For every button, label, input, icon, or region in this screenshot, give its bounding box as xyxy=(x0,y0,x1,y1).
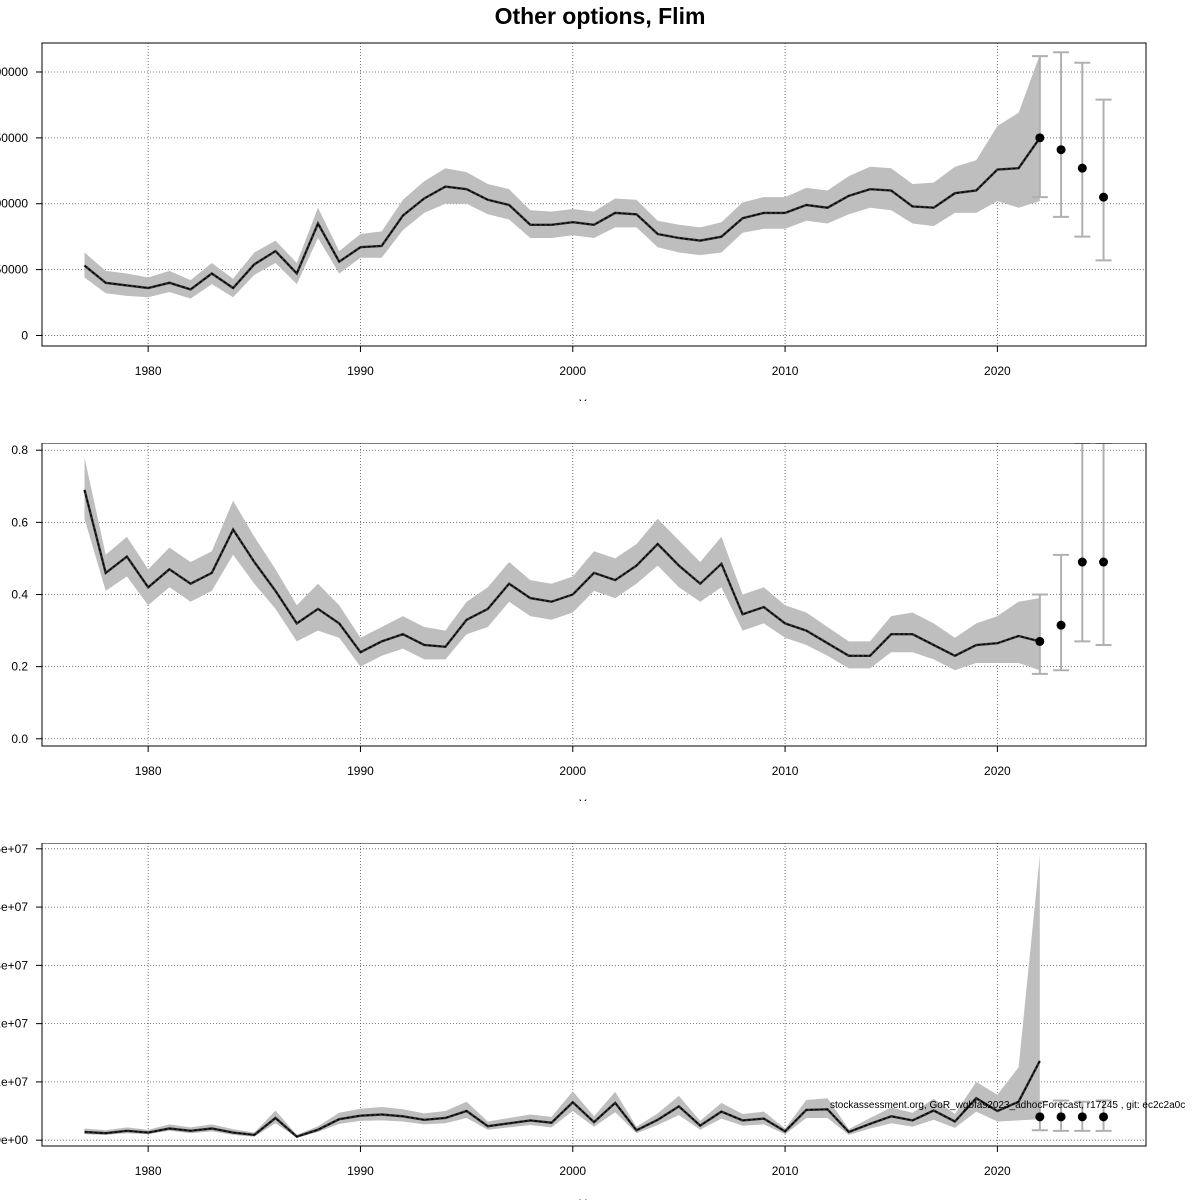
y-tick-label: 2e+07 xyxy=(0,1017,28,1031)
x-tick-label: 1990 xyxy=(347,764,374,778)
estimate-line-dashed xyxy=(84,1060,1041,1138)
forecast-2024 xyxy=(1074,61,1091,238)
x-tick-label: 1990 xyxy=(347,364,374,378)
forecast-point xyxy=(1056,1112,1066,1122)
forecast-2024 xyxy=(1074,442,1091,643)
y-tick-label: 50000 xyxy=(0,263,28,277)
forecast-point xyxy=(1099,557,1109,567)
x-tick-label: 1990 xyxy=(347,1164,374,1178)
x-tick-label: 2000 xyxy=(559,764,586,778)
x-axis-label: Years xyxy=(579,1197,609,1200)
panel-gap xyxy=(0,401,1200,443)
y-tick-label: 3e+07 xyxy=(0,958,28,972)
chart-title: Other options, Flim xyxy=(495,3,706,29)
forecast-2025 xyxy=(1095,98,1112,262)
x-tick-label: 2010 xyxy=(772,364,799,378)
estimate-line xyxy=(84,1060,1041,1139)
forecast-point xyxy=(1035,133,1045,143)
panel-gap xyxy=(0,801,1200,843)
x-tick-label: 2010 xyxy=(772,764,799,778)
forecast-2022 xyxy=(1031,55,1048,199)
estimate-line-dashed xyxy=(83,489,1040,657)
footer-credit: stockassessment.org, GoR_wgbfas2023_adho… xyxy=(830,1100,1185,1111)
forecast-2024 xyxy=(1074,1100,1091,1132)
y-tick-label: 0.4 xyxy=(11,588,28,602)
x-tick-label: 2020 xyxy=(984,364,1011,378)
x-tick-label: 2020 xyxy=(984,1164,1011,1178)
x-tick-label: 2000 xyxy=(559,364,586,378)
panel-3: 1980 1990 2000 2010 2020 0e+00 1e+07 2e+07 3e+07… xyxy=(0,842,1147,1200)
y-tick-label: 4e+07 xyxy=(0,900,28,914)
x-tick-label: 1980 xyxy=(135,764,162,778)
forecast-point xyxy=(1077,163,1087,173)
x-tick-label: 2010 xyxy=(772,1164,799,1178)
confidence-band xyxy=(84,855,1040,1138)
grid xyxy=(42,43,1146,346)
forecast-2025 xyxy=(1095,1099,1112,1132)
forecast-2023 xyxy=(1053,51,1070,218)
forecast-2022 xyxy=(1031,593,1048,675)
y-tick-label: 1e+07 xyxy=(0,1075,28,1089)
confidence-band xyxy=(84,54,1040,299)
forecast-point xyxy=(1056,145,1066,155)
plot-frame xyxy=(41,42,1147,347)
x-tick-label: 1980 xyxy=(135,1164,162,1178)
forecast-point xyxy=(1099,1112,1109,1122)
y-tick-label: 0.6 xyxy=(11,515,28,529)
confidence-band xyxy=(84,457,1040,671)
x-tick-label: 2000 xyxy=(559,1164,586,1178)
forecast-2023 xyxy=(1053,1099,1070,1132)
forecast-point xyxy=(1035,1112,1045,1122)
forecast-point xyxy=(1077,557,1087,567)
forecast-2025 xyxy=(1095,442,1112,646)
y-tick-label: 0.2 xyxy=(11,660,28,674)
y-tick-label: 100000 xyxy=(0,197,28,211)
forecast-point xyxy=(1035,636,1045,646)
forecast-point xyxy=(1077,1112,1087,1122)
y-tick-label: 0.0 xyxy=(11,732,28,746)
y-tick-label: 0e+00 xyxy=(0,1133,28,1147)
forecast-point xyxy=(1099,192,1109,202)
estimate-line-dashed xyxy=(84,137,1041,291)
forecast-2022 xyxy=(1031,1100,1048,1132)
y-tick-label: 0 xyxy=(21,328,28,342)
x-tick-label: 2020 xyxy=(984,764,1011,778)
y-tick-label: 5e+07 xyxy=(0,842,28,856)
x-tick-label: 1980 xyxy=(135,364,162,378)
grid xyxy=(42,443,1146,746)
y-tick-label: 150000 xyxy=(0,131,28,145)
forecast-point xyxy=(1056,620,1066,630)
y-tick-label: 0.8 xyxy=(11,443,28,457)
forecast-2023 xyxy=(1053,553,1070,672)
panel-1: 1980 1990 2000 2010 2020 0 50000 100000 150000 20… xyxy=(0,42,1147,411)
